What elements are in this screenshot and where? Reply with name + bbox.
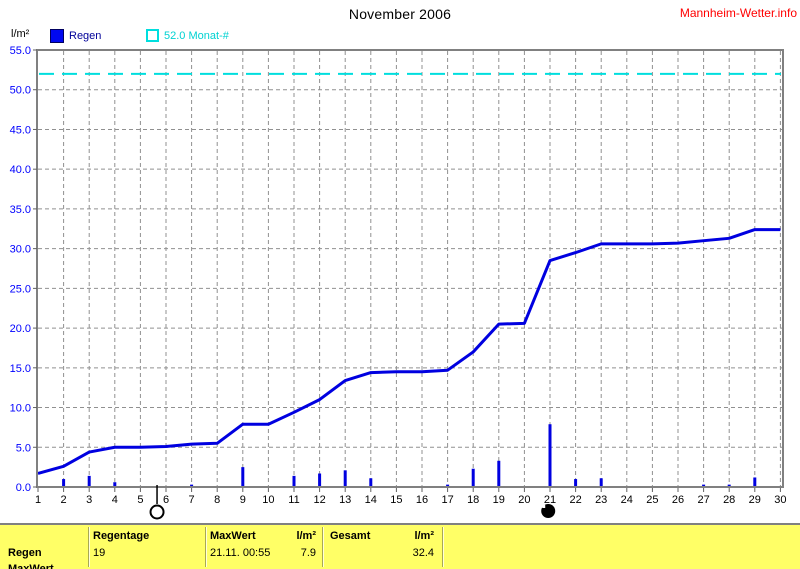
x-tick-label: 16 [416, 494, 428, 506]
full-moon-icon [149, 504, 165, 520]
x-tick-label: 18 [467, 494, 479, 506]
x-tick-label: 7 [189, 494, 195, 506]
y-tick-label: 30.0 [10, 244, 31, 256]
x-tick-label: 4 [112, 494, 118, 506]
maxwert-time-value: 21.11. 00:55 [210, 547, 271, 559]
y-tick-label: 40.0 [10, 164, 31, 176]
x-tick-label: 6 [163, 494, 169, 506]
x-tick-label: 25 [646, 494, 658, 506]
x-tick-label: 17 [441, 494, 453, 506]
y-tick-label: 55.0 [10, 45, 31, 57]
x-tick-label: 28 [723, 494, 735, 506]
x-tick-label: 12 [313, 494, 325, 506]
x-tick-label: 15 [390, 494, 402, 506]
y-axis-unit-label: l/m² [11, 28, 30, 40]
clipped-next-row-label: MaxWert [8, 563, 54, 569]
x-tick-label: 11 [288, 494, 299, 506]
x-tick-label: 27 [697, 494, 709, 506]
rain-series-swatch-icon [50, 29, 64, 43]
regentage-header: Regentage [93, 530, 150, 542]
x-tick-label: 29 [749, 494, 761, 506]
maxwert-header: MaxWert [210, 530, 256, 542]
y-tick-label: 35.0 [10, 204, 31, 216]
summary-table: Regentage MaxWert l/m² Gesamt l/m² Regen… [0, 523, 800, 569]
gesamt-unit-header: l/m² [414, 530, 434, 542]
table-separator [205, 527, 207, 567]
y-tick-label: 20.0 [10, 323, 31, 335]
legend-item-rain: Regen [50, 29, 101, 43]
y-tick-label: 10.0 [10, 403, 31, 415]
x-tick-label: 20 [518, 494, 530, 506]
cumulative-rain-line [37, 228, 781, 475]
x-tick-label: 26 [672, 494, 684, 506]
table-separator [442, 527, 444, 567]
y-tick-label: 45.0 [10, 124, 31, 136]
table-separator [322, 527, 324, 567]
x-tick-label: 14 [365, 494, 377, 506]
rain-chart-svg: 0.0 5.0 10.0 15.0 20.0 25.0 30.0 35.0 40.0 45.0 50… [10, 45, 787, 520]
x-tick-label: 5 [137, 494, 143, 506]
page-title: November 2006 [348, 6, 452, 22]
x-tick-label: 10 [262, 494, 274, 506]
legend-month-label: 52.0 Monat-# [164, 29, 229, 42]
legend-item-monthly-average: 52.0 Monat-# [146, 29, 229, 42]
regentage-value: 19 [93, 547, 106, 559]
x-tick-label: 21 [544, 494, 556, 506]
gesamt-value: 32.4 [412, 547, 434, 559]
y-tick-label: 0.0 [16, 482, 31, 494]
new-moon-highlight [542, 505, 546, 508]
x-tick-label: 13 [339, 494, 351, 506]
x-tick-label: 1 [35, 494, 41, 506]
y-tick-label: 5.0 [16, 442, 31, 454]
y-tick-label: 50.0 [10, 85, 31, 97]
x-tick-label: 22 [569, 494, 581, 506]
x-tick-label: 23 [595, 494, 607, 506]
x-tick-label: 30 [774, 494, 786, 506]
legend-rain-label: Regen [69, 30, 102, 42]
y-tick-label: 25.0 [10, 283, 31, 295]
site-watermark: Mannheim-Wetter.info [679, 6, 797, 20]
gesamt-header: Gesamt [330, 530, 371, 542]
x-tick-label: 8 [214, 494, 220, 506]
plot-frame [36, 49, 784, 488]
table-separator [88, 527, 90, 567]
x-tick-label: 24 [621, 494, 633, 506]
x-tick-label: 9 [240, 494, 246, 506]
x-tick-label: 19 [493, 494, 505, 506]
x-tick-label: 3 [86, 494, 92, 506]
row-label-regen: Regen [8, 547, 42, 559]
y-tick-label: 15.0 [10, 363, 31, 375]
maxwert-value: 7.9 [300, 547, 316, 559]
maxwert-unit-header: l/m² [296, 530, 316, 542]
monthly-average-swatch-icon [146, 29, 159, 42]
x-tick-label: 2 [61, 494, 67, 506]
rain-chart-plot-area: 0.0 5.0 10.0 15.0 20.0 25.0 30.0 35.0 40.0 45.0 50… [10, 45, 787, 520]
